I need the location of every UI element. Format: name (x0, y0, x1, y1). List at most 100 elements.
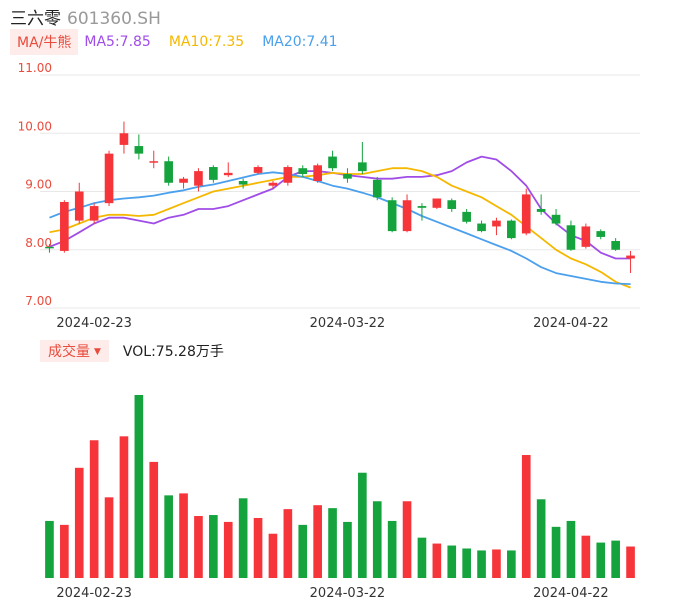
candle-body (507, 220, 516, 239)
candle-body (238, 181, 248, 185)
candle-body (372, 179, 382, 198)
candle-body (477, 223, 486, 232)
dropdown-triangle-icon: ▼ (94, 347, 101, 357)
price-date-label: 2024-02-23 (56, 316, 132, 331)
candle-body (164, 161, 173, 183)
ma10-label: MA10:7.35 (168, 34, 245, 50)
volume-bar (387, 520, 397, 578)
volume-bar (477, 550, 486, 578)
price-tick-label: 9.00 (25, 178, 52, 192)
candle-body (223, 172, 233, 176)
volume-bar (536, 499, 546, 578)
volume-indicator-bar: 成交量 ▼ VOL:75.28万手 (40, 340, 224, 362)
candle-body (447, 200, 457, 209)
volume-bar (60, 524, 69, 578)
candle-body (74, 191, 84, 221)
volume-value: VOL:75.28万手 (122, 344, 224, 360)
candle-body (536, 208, 546, 212)
candle-body (298, 168, 308, 175)
candle-body (253, 167, 263, 173)
volume-bar (417, 537, 427, 578)
volume-bar (119, 436, 129, 578)
ma5-line (49, 155, 631, 260)
volume-bar (313, 505, 322, 578)
candle-body (611, 241, 620, 250)
candle-body (566, 225, 576, 250)
volume-bar (328, 508, 337, 578)
candle-body (119, 133, 129, 145)
ma5-label: MA5:7.85 (84, 34, 151, 50)
candle-body (328, 156, 337, 169)
volume-bar (596, 542, 606, 578)
candle-body (343, 174, 352, 179)
volume-bar (447, 545, 457, 578)
candle-body (268, 182, 278, 186)
volume-bar (149, 461, 159, 578)
volume-bar (89, 440, 99, 578)
ma-mode-tag[interactable]: MA/牛熊 (10, 29, 79, 55)
candle-body (134, 146, 144, 154)
candle-body (313, 165, 322, 182)
volume-selector-label: 成交量 (48, 344, 90, 360)
volume-bar (492, 549, 501, 578)
volume-bar (253, 517, 263, 578)
price-date-label: 2024-04-22 (533, 316, 609, 331)
volume-bar (209, 515, 218, 578)
stock-header: 三六零 601360.SH (10, 4, 161, 29)
candle-body (551, 214, 561, 224)
volume-bar (611, 540, 620, 578)
price-tick-label: 8.00 (25, 236, 52, 250)
price-tick-label: 10.00 (18, 119, 52, 133)
candle-body (209, 167, 218, 180)
candle-body (194, 171, 203, 186)
candle-body (432, 198, 442, 208)
candle-body (283, 167, 293, 183)
volume-date-label: 2024-04-22 (533, 586, 609, 601)
price-tick-label: 11.00 (18, 61, 52, 75)
candle-body (89, 206, 99, 221)
volume-bar (432, 543, 442, 578)
volume-bar (372, 501, 382, 578)
volume-bar (402, 501, 412, 578)
candle-body (581, 226, 591, 247)
volume-bar (179, 493, 188, 578)
volume-bar (134, 395, 144, 578)
candle-body (521, 194, 531, 234)
volume-bar (164, 495, 173, 578)
volume-bar (283, 509, 293, 578)
candle-body (417, 206, 427, 208)
stock-code: 601360.SH (67, 9, 161, 29)
candle-body (462, 211, 471, 222)
volume-date-label: 2024-03-22 (310, 586, 386, 601)
volume-bar (223, 521, 233, 578)
candle-body (149, 161, 159, 163)
volume-bar (462, 548, 471, 578)
candle-body (358, 162, 367, 172)
candle-body (179, 178, 188, 183)
volume-bar (551, 526, 561, 578)
volume-bar (45, 520, 54, 578)
volume-bar (343, 521, 352, 578)
ma-indicator-bar: MA/牛熊 MA5:7.85 MA10:7.35 MA20:7.41 (10, 29, 356, 55)
candle-body (492, 220, 501, 227)
volume-bar (104, 497, 114, 578)
ma20-label: MA20:7.41 (262, 34, 338, 50)
volume-date-label: 2024-02-23 (56, 586, 132, 601)
volume-bar (268, 533, 278, 578)
volume-bar (566, 520, 576, 578)
candle-body (45, 246, 54, 249)
volume-bar (581, 535, 591, 578)
candle-body (402, 200, 412, 232)
volume-bar (521, 455, 531, 578)
candle-body (387, 200, 397, 232)
volume-bar (298, 524, 308, 578)
stock-name: 三六零 (10, 9, 61, 29)
volume-selector[interactable]: 成交量 ▼ (40, 340, 109, 362)
candle-body (104, 153, 114, 204)
volume-bar (507, 550, 516, 578)
price-tick-label: 7.00 (25, 294, 52, 308)
price-date-label: 2024-03-22 (310, 316, 386, 331)
volume-bar (74, 467, 84, 578)
volume-bar (238, 498, 248, 578)
